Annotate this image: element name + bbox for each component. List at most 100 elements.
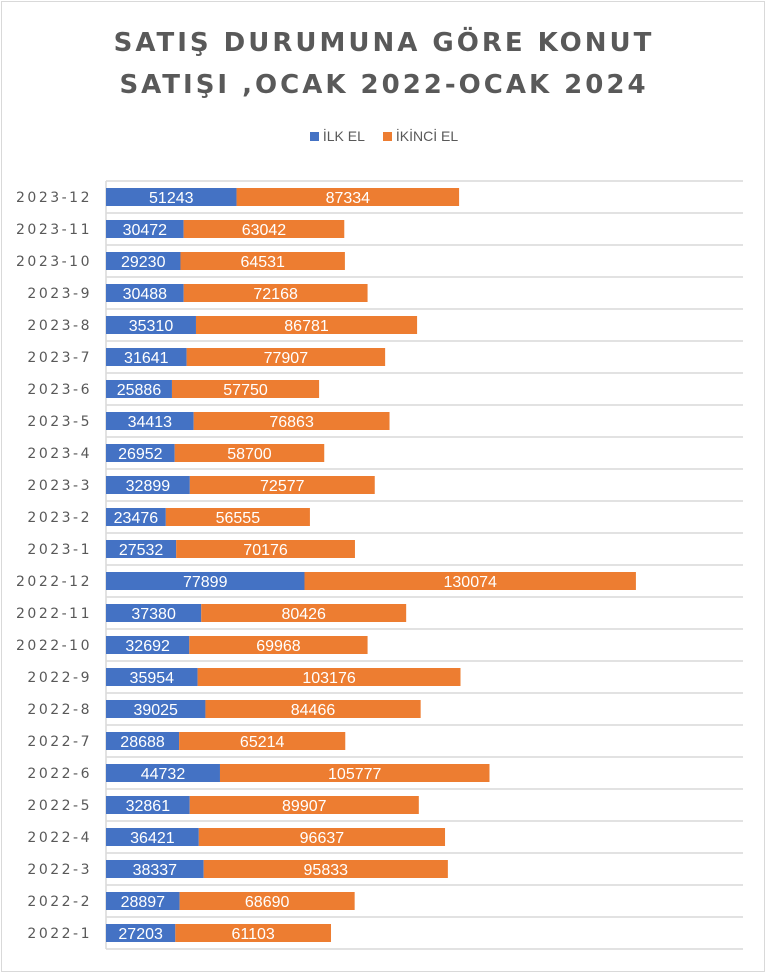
data-label-ilk-el: 27203 [118,926,163,943]
category-tick-label: 2023-3 [27,478,92,494]
bar-ikinci-el [165,508,310,526]
bar-ilk-el [106,828,199,846]
data-label-ikinci-el: 58700 [227,446,272,463]
bar-ikinci-el [183,220,345,238]
data-label-ilk-el: 38337 [133,862,178,879]
bar-ilk-el [106,380,172,398]
category-tick-label: 2023-9 [27,286,92,302]
data-label-ilk-el: 28688 [120,734,165,751]
bar-ikinci-el [205,700,421,718]
chart-title-line-2: SATIŞI ,OCAK 2022-OCAK 2024 [119,70,649,100]
bar-ilk-el [106,892,180,910]
bar-ilk-el [106,796,190,814]
data-label-ikinci-el: 95833 [304,862,349,879]
bar-ilk-el [106,860,204,878]
legend-item-ilk-el: İLK EL [309,128,365,144]
bar-ikinci-el [201,604,407,622]
bar-ilk-el [106,700,206,718]
data-label-ikinci-el: 130074 [444,574,497,591]
bar-ikinci-el [176,540,355,558]
data-label-ilk-el: 30488 [123,286,168,303]
data-label-ikinci-el: 63042 [242,222,287,239]
bar-ikinci-el [219,764,490,782]
data-label-ikinci-el: 57750 [223,382,268,399]
data-label-ikinci-el: 105777 [328,766,381,783]
legend-label-ilk-el: İLK EL [322,128,365,144]
category-tick-label: 2023-8 [27,318,92,334]
category-tick-label: 2022-11 [16,606,92,622]
data-label-ilk-el: 39025 [133,702,178,719]
bar-ilk-el [106,412,194,430]
chart-title: SATIŞ DURUMUNA GÖRE KONUT SATIŞI ,OCAK 2… [0,22,768,106]
data-label-ilk-el: 51243 [149,190,194,207]
bar-ilk-el [106,732,180,750]
bar-ikinci-el [179,892,355,910]
category-tick-label: 2022-1 [27,926,92,942]
data-label-ikinci-el: 61103 [232,926,275,943]
bar-ikinci-el [179,732,346,750]
category-tick-label: 2023-12 [16,190,92,206]
data-label-ilk-el: 35954 [130,670,175,687]
data-label-ikinci-el: 72577 [260,478,305,495]
data-label-ilk-el: 32861 [126,798,171,815]
category-tick-label: 2022-2 [27,894,92,910]
legend-item-ikinci-el: İKİNCİ EL [382,128,458,144]
data-label-ikinci-el: 87334 [326,190,371,207]
data-label-ilk-el: 32692 [125,638,170,655]
bar-ikinci-el [198,828,446,846]
bar-ilk-el [106,668,198,686]
bar-ilk-el [106,924,176,942]
category-tick-label: 2023-7 [27,350,92,366]
data-label-ilk-el: 34413 [128,414,173,431]
bar-ilk-el [106,316,196,334]
chart-legend: İLK EL İKİNCİ EL [0,128,768,144]
data-label-ilk-el: 35310 [129,318,174,335]
data-label-ilk-el: 30472 [123,222,168,239]
bar-ilk-el [106,220,184,238]
bar-ikinci-el [304,572,636,590]
bar-ilk-el [106,604,202,622]
category-tick-label: 2022-10 [16,638,92,654]
bar-ikinci-el [189,636,368,654]
legend-swatch-ilk-el [309,131,319,141]
category-tick-label: 2022-6 [27,766,92,782]
bar-ilk-el [106,284,184,302]
data-label-ilk-el: 44732 [141,766,186,783]
data-label-ikinci-el: 72168 [253,286,298,303]
data-label-ilk-el: 36421 [130,830,175,847]
bar-ikinci-el [171,380,320,398]
data-label-ikinci-el: 80426 [281,606,326,623]
bar-ikinci-el [189,796,419,814]
data-label-ilk-el: 32899 [126,478,171,495]
bar-ikinci-el [180,252,345,270]
data-label-ikinci-el: 103176 [302,670,355,687]
category-tick-label: 2023-6 [27,382,92,398]
category-tick-label: 2022-3 [27,862,92,878]
data-label-ilk-el: 29230 [121,254,166,271]
bar-ilk-el [106,476,190,494]
data-label-ikinci-el: 70176 [243,542,288,559]
bar-ilk-el [106,444,175,462]
data-label-ikinci-el: 68690 [245,894,290,911]
bar-ilk-el [106,764,220,782]
data-label-ilk-el: 28897 [121,894,166,911]
category-tick-label: 2023-4 [27,446,92,462]
data-label-ikinci-el: 69968 [256,638,301,655]
bar-ikinci-el [183,284,368,302]
data-label-ilk-el: 23476 [114,510,159,527]
category-tick-label: 2022-5 [27,798,92,814]
bar-ikinci-el [195,316,418,334]
chart-title-line-1: SATIŞ DURUMUNA GÖRE KONUT [113,28,655,58]
data-label-ilk-el: 27532 [119,542,164,559]
category-tick-label: 2023-11 [16,222,92,238]
data-label-ikinci-el: 77907 [264,350,309,367]
data-label-ilk-el: 77899 [183,574,228,591]
category-tick-label: 2022-9 [27,670,92,686]
bar-ikinci-el [236,188,460,206]
data-label-ikinci-el: 89907 [282,798,327,815]
category-tick-label: 2023-2 [27,510,92,526]
data-label-ikinci-el: 96637 [300,830,345,847]
bar-ikinci-el [203,860,448,878]
bar-ilk-el [106,252,181,270]
